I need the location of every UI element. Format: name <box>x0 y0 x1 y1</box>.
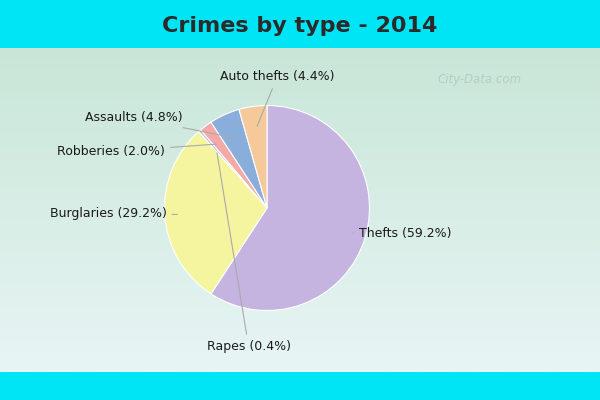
Wedge shape <box>211 106 370 310</box>
Text: Thefts (59.2%): Thefts (59.2%) <box>353 227 452 240</box>
Text: Crimes by type - 2014: Crimes by type - 2014 <box>163 16 437 36</box>
Wedge shape <box>211 109 267 208</box>
Text: Assaults (4.8%): Assaults (4.8%) <box>85 111 232 138</box>
Text: Auto thefts (4.4%): Auto thefts (4.4%) <box>220 70 335 126</box>
Text: Robberies (2.0%): Robberies (2.0%) <box>57 144 217 158</box>
Wedge shape <box>200 122 267 208</box>
Text: Burglaries (29.2%): Burglaries (29.2%) <box>50 207 178 220</box>
Wedge shape <box>199 130 267 208</box>
Text: Rapes (0.4%): Rapes (0.4%) <box>206 153 290 353</box>
Text: City-Data.com: City-Data.com <box>438 74 522 86</box>
Wedge shape <box>239 106 267 208</box>
Wedge shape <box>164 132 267 294</box>
